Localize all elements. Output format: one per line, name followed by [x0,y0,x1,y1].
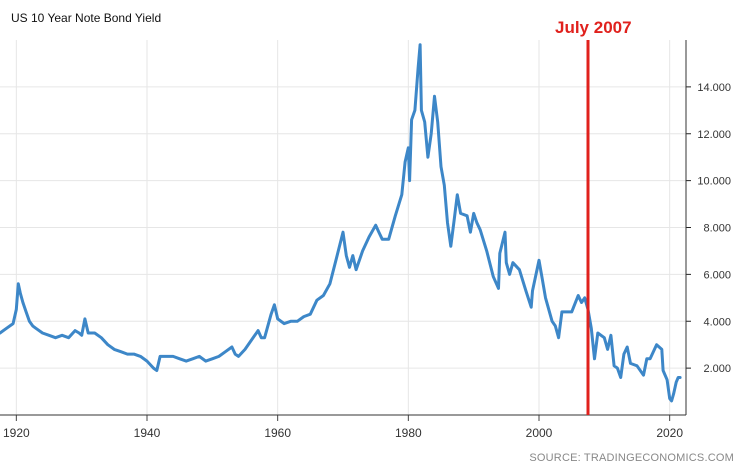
y-tick-label: 2.000 [703,363,731,375]
x-tick-label: 1920 [3,426,30,440]
annotation-label: July 2007 [555,18,632,37]
yield-series-line [0,43,682,403]
x-tick-label: 1960 [264,426,291,440]
y-tick-label: 10.000 [697,176,731,188]
y-tick-label: 8.000 [703,223,731,235]
chart-source: SOURCE: TRADINGECONOMICS.COM [529,452,734,464]
y-tick-label: 14.000 [697,82,731,94]
x-tick-label: 2000 [526,426,553,440]
y-tick-label: 6.000 [703,269,731,281]
y-tick-label: 12.000 [697,129,731,141]
x-tick-label: 1940 [134,426,161,440]
x-tick-label: 2020 [656,426,683,440]
x-tick-label: 1980 [395,426,422,440]
chart-title: US 10 Year Note Bond Yield [11,11,162,25]
y-tick-label: 4.000 [703,316,731,328]
